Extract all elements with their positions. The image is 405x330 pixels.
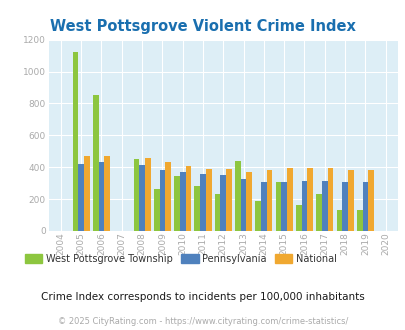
Bar xyxy=(341,182,347,231)
Bar xyxy=(214,193,220,231)
Bar xyxy=(240,179,246,231)
Bar xyxy=(165,162,171,231)
Bar xyxy=(367,170,373,231)
Bar xyxy=(205,169,211,231)
Bar xyxy=(226,169,231,231)
Legend: West Pottsgrove Township, Pennsylvania, National: West Pottsgrove Township, Pennsylvania, … xyxy=(21,249,340,267)
Bar xyxy=(93,95,98,231)
Bar xyxy=(281,182,286,231)
Bar xyxy=(179,172,185,231)
Bar xyxy=(174,176,179,231)
Bar xyxy=(72,52,78,231)
Text: © 2025 CityRating.com - https://www.cityrating.com/crime-statistics/: © 2025 CityRating.com - https://www.city… xyxy=(58,317,347,326)
Text: West Pottsgrove Violent Crime Index: West Pottsgrove Violent Crime Index xyxy=(50,19,355,34)
Bar xyxy=(301,181,307,231)
Bar xyxy=(356,210,362,231)
Bar xyxy=(234,161,240,231)
Bar xyxy=(295,206,301,231)
Bar xyxy=(139,165,145,231)
Bar xyxy=(336,210,341,231)
Bar xyxy=(78,164,84,231)
Bar xyxy=(145,158,150,231)
Bar xyxy=(200,174,205,231)
Bar xyxy=(327,168,333,231)
Bar xyxy=(104,156,110,231)
Text: Crime Index corresponds to incidents per 100,000 inhabitants: Crime Index corresponds to incidents per… xyxy=(41,292,364,302)
Bar xyxy=(220,175,226,231)
Bar xyxy=(275,182,281,231)
Bar xyxy=(153,189,159,231)
Bar xyxy=(362,182,367,231)
Bar xyxy=(266,170,272,231)
Bar xyxy=(255,202,260,231)
Bar xyxy=(98,162,104,231)
Bar xyxy=(315,194,321,231)
Bar xyxy=(260,182,266,231)
Bar xyxy=(194,185,200,231)
Bar xyxy=(84,156,90,231)
Bar xyxy=(307,168,312,231)
Bar xyxy=(347,170,353,231)
Bar xyxy=(246,172,252,231)
Bar xyxy=(185,166,191,231)
Bar xyxy=(321,181,327,231)
Bar xyxy=(286,168,292,231)
Bar xyxy=(159,170,165,231)
Bar xyxy=(133,159,139,231)
